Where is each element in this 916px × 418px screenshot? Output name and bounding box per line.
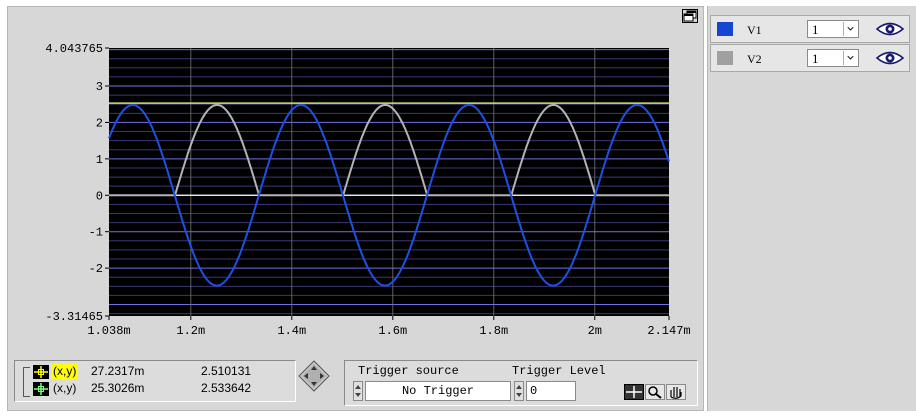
trigger-source-spinner[interactable] — [353, 381, 363, 401]
trigger-level-spinner[interactable] — [514, 381, 524, 401]
channel-scale-value: 1 — [812, 51, 819, 66]
y-tick-label: -1 — [89, 226, 103, 240]
channel-name: V1 — [747, 23, 762, 37]
cursor-move-icon[interactable] — [298, 360, 330, 392]
trigger-source-label: Trigger source — [358, 364, 459, 378]
cursor-y-value: 2.510131 — [201, 364, 252, 378]
x-tick-label: 2m — [588, 324, 602, 338]
cursor-x-value: 25.3026m — [91, 381, 145, 395]
graph-palette — [624, 384, 686, 400]
undock-window-icon[interactable] — [682, 9, 698, 23]
crosshair-tool-icon[interactable] — [624, 384, 644, 400]
y-tick-label: 4.043765 — [45, 42, 103, 56]
x-tick-label: 1.8m — [479, 324, 508, 338]
x-tick-label: 1.038m — [87, 324, 130, 338]
x-tick-label: 2.147m — [647, 324, 690, 338]
cursor-y-value: 2.533642 — [201, 381, 252, 395]
x-tick-label: 1.6m — [378, 324, 407, 338]
series-v1-line — [108, 104, 670, 287]
y-tick-label: 3 — [96, 80, 103, 94]
y-tick-label: -3.31465 — [45, 310, 103, 324]
channel-color-swatch[interactable] — [717, 22, 733, 36]
chevron-down-icon[interactable] — [843, 22, 857, 36]
x-tick-label: 1.2m — [176, 324, 205, 338]
cursor-row[interactable]: (x,y) 25.3026m 2.533642 — [21, 381, 291, 397]
series-v2-line — [109, 104, 669, 197]
plot-area[interactable] — [109, 48, 669, 316]
eye-icon[interactable] — [875, 20, 905, 38]
channel-scale-value: 1 — [812, 22, 819, 37]
cursor-crosshair-icon[interactable] — [33, 365, 49, 379]
cursor-crosshair-icon[interactable] — [33, 382, 49, 396]
channel-row-v1: V1 1 — [710, 15, 910, 43]
cursor-row[interactable]: (x,y) 27.2317m 2.510131 — [21, 364, 291, 380]
channel-name: V2 — [747, 52, 762, 66]
y-tick-label: 2 — [96, 116, 103, 130]
cursor-legend: (x,y) 27.2317m 2.510131 (x,y) 25.3026m 2… — [14, 360, 296, 402]
channel-panel — [707, 6, 916, 411]
hand-tool-icon[interactable] — [666, 384, 686, 400]
cursor-label: (x,y) — [53, 381, 77, 395]
zoom-tool-icon[interactable] — [645, 384, 665, 400]
trigger-source-field[interactable]: No Trigger — [365, 381, 511, 401]
trigger-level-label: Trigger Level — [512, 364, 606, 378]
channel-row-v2: V2 1 — [710, 44, 910, 72]
x-tick-label: 1.4m — [277, 324, 306, 338]
channel-color-swatch[interactable] — [717, 51, 733, 65]
channel-scale-select[interactable]: 1 — [807, 20, 859, 38]
y-tick-label: 0 — [96, 189, 103, 203]
chevron-down-icon[interactable] — [843, 51, 857, 65]
cursor-x-value: 27.2317m — [91, 364, 145, 378]
cursor-label: (x,y) — [51, 364, 79, 379]
y-tick-label: -2 — [89, 262, 103, 276]
cursor-bracket — [23, 367, 30, 397]
eye-icon[interactable] — [875, 49, 905, 67]
trigger-level-field[interactable]: 0 — [526, 381, 576, 401]
channel-scale-select[interactable]: 1 — [807, 49, 859, 67]
y-tick-label: 1 — [96, 153, 103, 167]
